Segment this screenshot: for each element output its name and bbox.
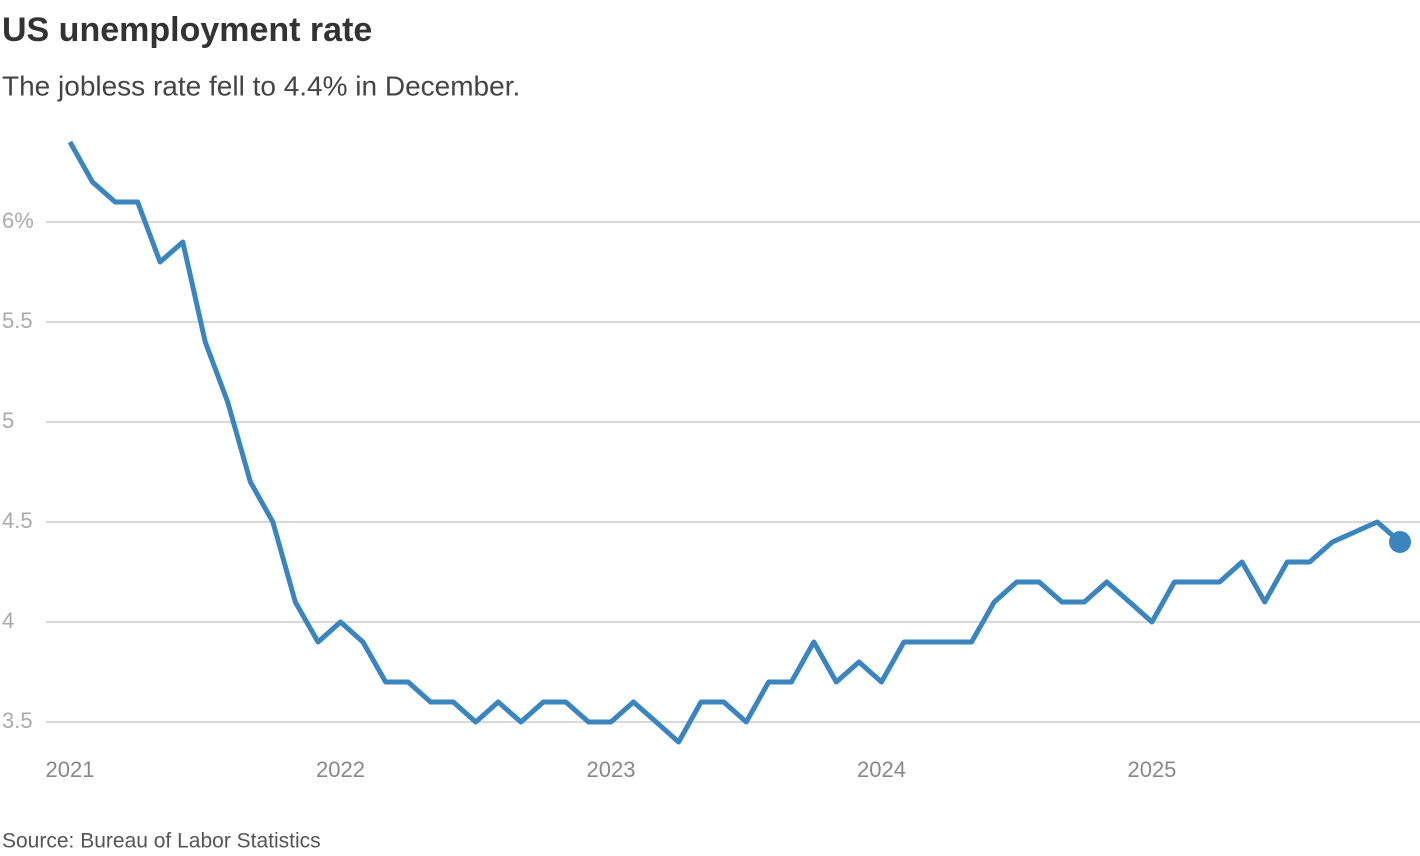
- chart-subtitle: The jobless rate fell to 4.4% in Decembe…: [2, 70, 520, 101]
- chart-title: US unemployment rate: [2, 11, 372, 49]
- y-tick-label: 4.5: [2, 508, 33, 533]
- x-tick-label: 2024: [857, 757, 906, 782]
- x-tick-label: 2023: [587, 757, 636, 782]
- y-tick-label: 6%: [2, 208, 34, 233]
- end-point: [1389, 531, 1411, 553]
- y-tick-label: 3.5: [2, 708, 33, 733]
- y-tick-label: 4: [2, 608, 14, 633]
- x-tick-label: 2021: [46, 757, 95, 782]
- y-tick-label: 5: [2, 408, 14, 433]
- x-tick-label: 2022: [316, 757, 365, 782]
- y-tick-label: 5.5: [2, 308, 33, 333]
- source-note: Source: Bureau of Labor Statistics: [2, 830, 321, 853]
- data-line: [67, 140, 1402, 745]
- x-tick-label: 2025: [1127, 757, 1176, 782]
